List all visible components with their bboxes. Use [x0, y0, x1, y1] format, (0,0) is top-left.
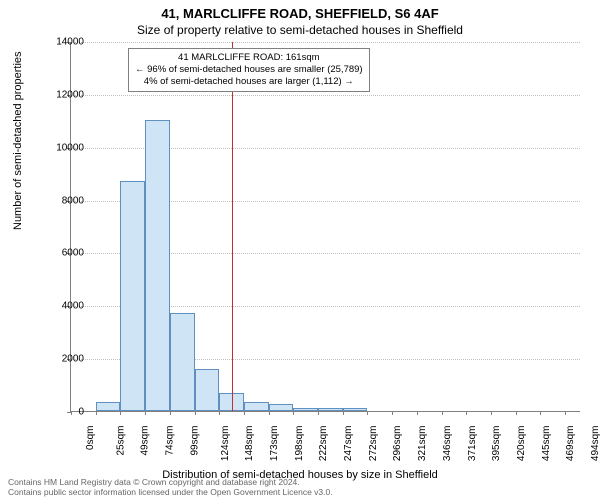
- x-tick-label: 198sqm: [294, 426, 305, 462]
- x-tick: [170, 411, 171, 415]
- x-tick-label: 49sqm: [140, 426, 151, 456]
- x-tick-label: 494sqm: [590, 426, 600, 462]
- x-tick: [219, 411, 220, 415]
- footer: Contains HM Land Registry data © Crown c…: [8, 477, 333, 498]
- x-tick-label: 25sqm: [116, 426, 127, 456]
- histogram-bar: [145, 120, 170, 411]
- y-tick-label: 12000: [56, 89, 84, 100]
- gridline: [71, 95, 580, 96]
- x-tick-label: 469sqm: [565, 426, 576, 462]
- annot-line2: ← 96% of semi-detached houses are smalle…: [135, 64, 363, 76]
- y-tick-label: 14000: [56, 37, 84, 48]
- x-tick: [145, 411, 146, 415]
- annot-line3: 4% of semi-detached houses are larger (1…: [135, 76, 363, 88]
- histogram-bar: [293, 408, 318, 411]
- x-tick-label: 445sqm: [541, 426, 552, 462]
- x-tick: [491, 411, 492, 415]
- x-tick-label: 272sqm: [368, 426, 379, 462]
- histogram-bar: [96, 402, 120, 411]
- y-tick-label: 10000: [56, 142, 84, 153]
- plot-area: [70, 42, 580, 412]
- x-tick: [565, 411, 566, 415]
- x-tick: [195, 411, 196, 415]
- x-tick: [392, 411, 393, 415]
- gridline: [71, 42, 580, 43]
- x-tick-label: 148sqm: [244, 426, 255, 462]
- y-tick-label: 2000: [62, 354, 84, 365]
- x-tick: [417, 411, 418, 415]
- histogram-bar: [343, 408, 367, 411]
- y-tick-label: 0: [78, 407, 84, 418]
- y-tick-label: 8000: [62, 195, 84, 206]
- x-tick-label: 124sqm: [220, 426, 231, 462]
- histogram-bar: [318, 408, 343, 411]
- x-tick-label: 296sqm: [392, 426, 403, 462]
- footer-line2: Contains public sector information licen…: [8, 487, 333, 498]
- x-tick: [318, 411, 319, 415]
- chart: 41 MARLCLIFFE ROAD: 161sqm ← 96% of semi…: [70, 42, 580, 412]
- y-axis-label: Number of semi-detached properties: [12, 51, 24, 230]
- y-tick-label: 4000: [62, 301, 84, 312]
- x-tick-label: 395sqm: [491, 426, 502, 462]
- page-title-2: Size of property relative to semi-detach…: [0, 21, 600, 37]
- x-tick: [244, 411, 245, 415]
- x-tick-label: 99sqm: [190, 426, 201, 456]
- annotation-box: 41 MARLCLIFFE ROAD: 161sqm ← 96% of semi…: [128, 48, 370, 92]
- x-tick-label: 0sqm: [85, 426, 96, 450]
- histogram-bar: [170, 313, 195, 411]
- footer-line1: Contains HM Land Registry data © Crown c…: [8, 477, 333, 488]
- annot-line1: 41 MARLCLIFFE ROAD: 161sqm: [135, 52, 363, 64]
- histogram-bar: [120, 181, 145, 411]
- reference-line: [232, 42, 233, 411]
- x-tick: [293, 411, 294, 415]
- x-tick: [540, 411, 541, 415]
- x-tick: [442, 411, 443, 415]
- x-tick: [96, 411, 97, 415]
- x-tick: [466, 411, 467, 415]
- x-tick-label: 321sqm: [417, 426, 428, 462]
- x-tick-label: 74sqm: [165, 426, 176, 456]
- histogram-bar: [195, 369, 219, 411]
- x-tick: [120, 411, 121, 415]
- x-tick: [269, 411, 270, 415]
- x-tick-label: 173sqm: [269, 426, 280, 462]
- x-tick: [71, 411, 72, 415]
- page-title-1: 41, MARLCLIFFE ROAD, SHEFFIELD, S6 4AF: [0, 0, 600, 21]
- x-tick-label: 222sqm: [318, 426, 329, 462]
- histogram-bar: [269, 404, 293, 411]
- histogram-bar: [244, 402, 269, 411]
- x-tick-label: 247sqm: [343, 426, 354, 462]
- y-tick-label: 6000: [62, 248, 84, 259]
- x-tick: [367, 411, 368, 415]
- x-tick-label: 371sqm: [467, 426, 478, 462]
- x-tick: [516, 411, 517, 415]
- x-tick-label: 420sqm: [516, 426, 527, 462]
- x-tick: [343, 411, 344, 415]
- x-tick-label: 346sqm: [442, 426, 453, 462]
